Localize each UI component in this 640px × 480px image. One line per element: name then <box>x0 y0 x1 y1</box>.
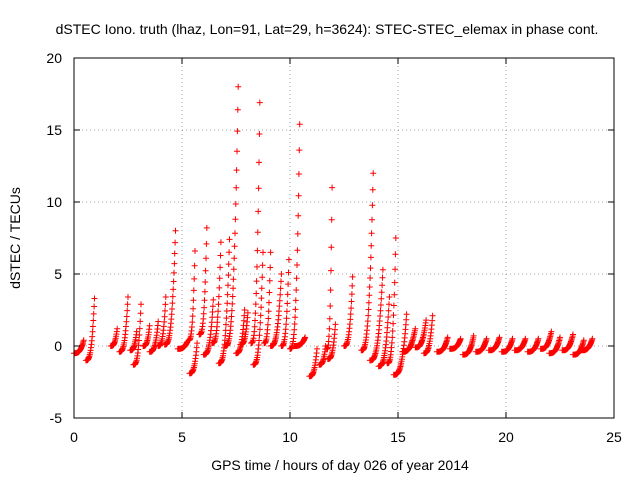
data-arc <box>446 335 464 352</box>
x-tick-label: 15 <box>390 429 406 445</box>
data-arc <box>287 121 303 352</box>
data-arc <box>196 224 210 338</box>
data-arc <box>155 294 169 349</box>
data-arc <box>524 335 542 355</box>
data-arc <box>267 271 285 349</box>
data-arc <box>578 335 596 354</box>
data-arc <box>306 345 320 380</box>
data-arc <box>200 296 217 358</box>
data-points <box>71 83 596 380</box>
data-arc <box>459 332 477 358</box>
y-tick-label: 10 <box>46 194 62 210</box>
data-arc <box>433 334 451 355</box>
data-arc <box>130 301 144 368</box>
x-tick-label: 10 <box>282 429 298 445</box>
data-arc <box>324 321 339 362</box>
x-tick-label: 20 <box>498 429 514 445</box>
data-arc <box>116 294 131 355</box>
y-tick-labels: -5 0 5 10 15 20 <box>46 50 62 426</box>
data-arc <box>420 312 436 357</box>
data-arc <box>537 328 555 352</box>
data-arc <box>384 235 399 367</box>
data-arc <box>511 335 529 354</box>
x-tick-label: 5 <box>178 429 186 445</box>
data-arc <box>186 340 201 377</box>
data-arc <box>399 325 419 355</box>
data-arc <box>127 328 140 354</box>
data-arc <box>146 318 162 355</box>
chart-title: dSTEC Iono. truth (lhaz, Lon=91, Lat=29,… <box>56 21 599 37</box>
data-arc <box>341 273 356 349</box>
y-tick-label: 5 <box>54 266 62 282</box>
data-arc <box>215 236 233 367</box>
data-arc <box>250 249 266 368</box>
data-arc <box>366 266 386 364</box>
data-arc <box>485 334 503 354</box>
data-arc <box>107 325 121 349</box>
data-arc <box>237 309 251 348</box>
y-tick-label: -5 <box>50 410 63 426</box>
data-arc <box>278 256 292 349</box>
data-arc <box>261 249 274 347</box>
data-arc <box>161 227 179 348</box>
x-tick-label: 25 <box>606 429 622 445</box>
x-tick-labels: 0 5 10 15 20 25 <box>70 429 622 445</box>
data-arc <box>291 334 309 349</box>
x-axis-label: GPS time / hours of day 026 of year 2014 <box>211 457 469 473</box>
data-arc <box>358 170 377 354</box>
x-tick-label: 0 <box>70 429 78 445</box>
y-tick-label: 0 <box>54 338 62 354</box>
plot-frame <box>73 57 615 419</box>
y-tick-label: 20 <box>46 50 62 66</box>
data-arc <box>174 338 191 352</box>
y-tick-label: 15 <box>46 122 62 138</box>
data-arc <box>412 317 430 351</box>
y-axis-label: dSTEC / TECUs <box>7 187 23 289</box>
grid-lines <box>74 58 614 418</box>
data-arc <box>185 248 198 344</box>
data-arc <box>248 99 263 347</box>
data-arc <box>209 239 224 347</box>
data-arc <box>82 295 98 364</box>
data-arc <box>546 334 563 357</box>
data-arc <box>498 335 516 355</box>
data-arc <box>140 322 153 349</box>
data-arc <box>390 311 410 378</box>
data-arc <box>559 331 576 354</box>
data-arc <box>323 184 336 352</box>
data-arc <box>472 335 490 355</box>
data-arc <box>71 337 87 357</box>
data-arc <box>222 83 242 349</box>
data-arc <box>375 294 393 370</box>
axis-ticks <box>73 57 615 419</box>
